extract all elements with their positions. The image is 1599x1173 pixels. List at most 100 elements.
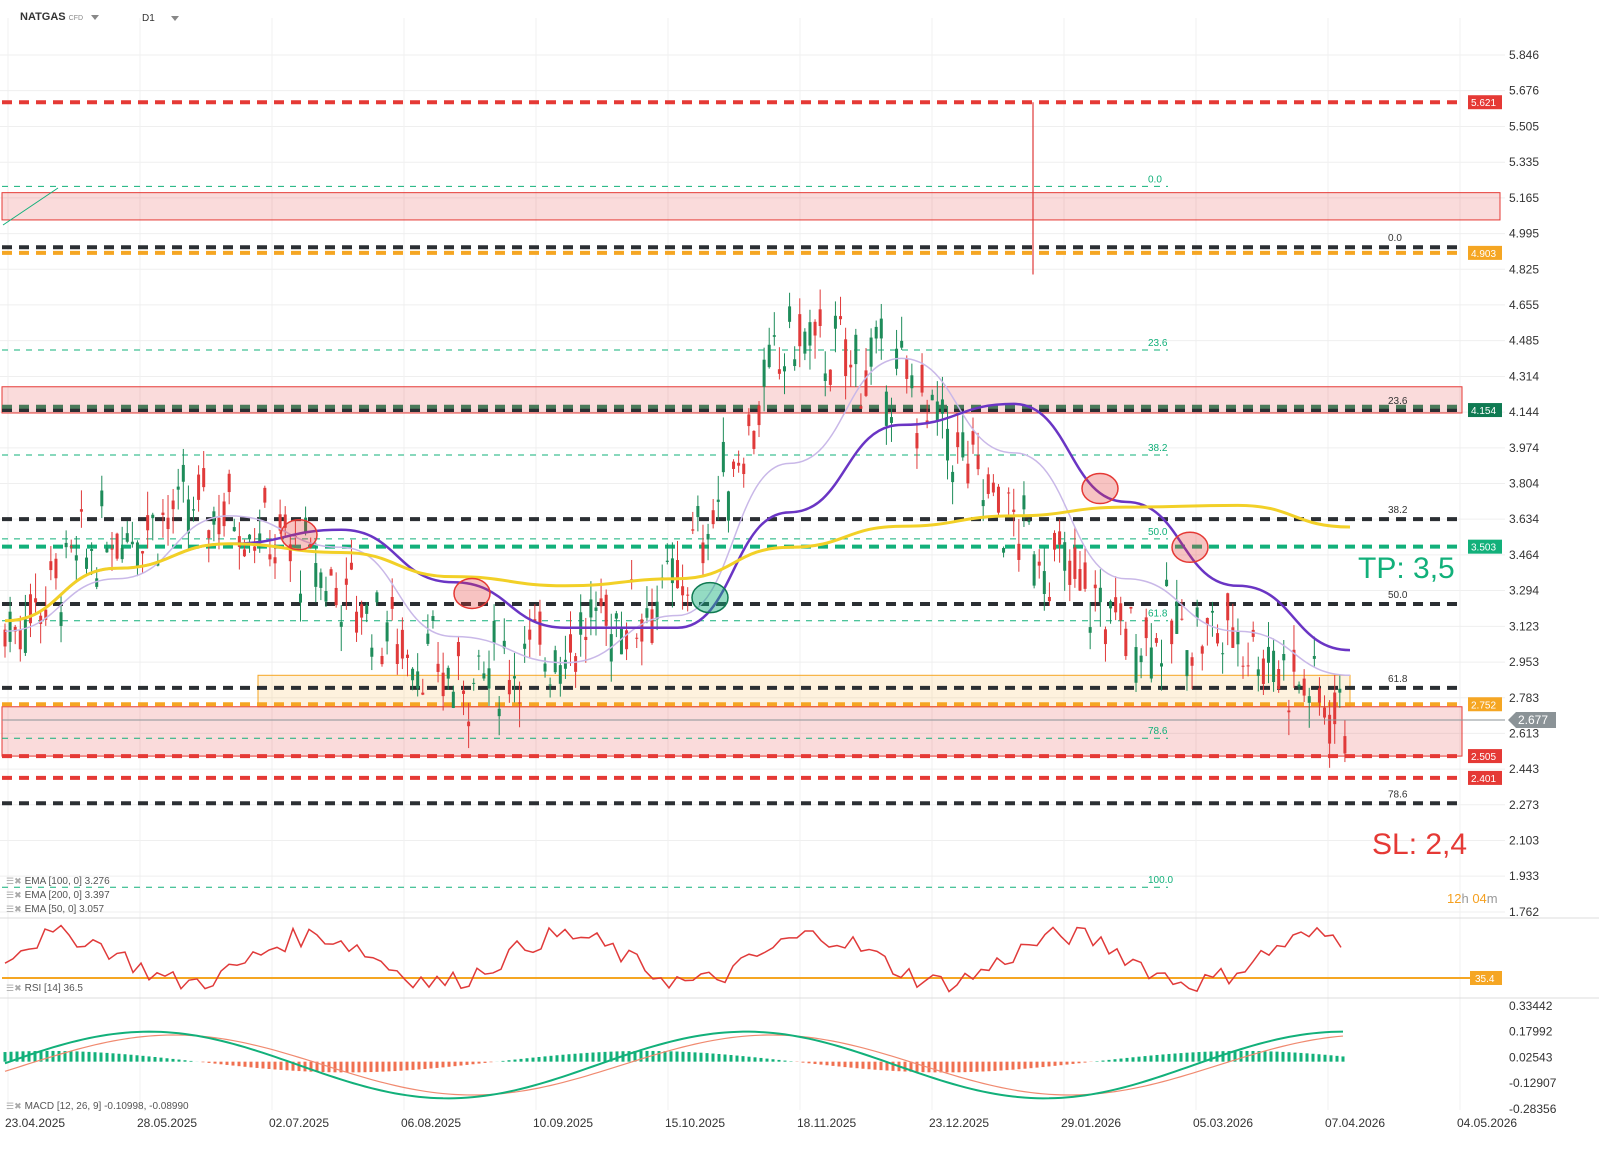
crossover-marker — [280, 518, 318, 551]
svg-text:2.752: 2.752 — [1471, 700, 1496, 711]
price-zone[interactable] — [1, 706, 1463, 757]
price-axis-tick: 2.783 — [1509, 691, 1539, 705]
price-level-tag — [1468, 697, 1502, 712]
fib-label: 0.0 — [1388, 233, 1402, 244]
ema100-legend[interactable]: ☰✖ EMA [100, 0] 3.276 — [6, 876, 110, 887]
macd-axis-tick: -0.12907 — [1509, 1076, 1557, 1090]
date-axis-tick: 04.05.2026 — [1457, 1116, 1517, 1130]
price-axis-tick: 4.995 — [1509, 227, 1539, 241]
price-axis-tick: 3.804 — [1509, 477, 1539, 491]
price-axis-tick: 1.762 — [1509, 905, 1539, 919]
macd-axis-tick: 0.17992 — [1509, 1025, 1553, 1039]
date-axis-tick: 06.08.2025 — [401, 1116, 461, 1130]
macd-axis-tick: 0.02543 — [1509, 1050, 1553, 1064]
rsi-legend[interactable]: ☰✖ RSI [14] 36.5 — [6, 983, 83, 994]
svg-text:5.621: 5.621 — [1471, 98, 1496, 109]
price-zone[interactable] — [1, 192, 1501, 221]
fib-label: 50.0 — [1148, 527, 1168, 538]
fib-label: 50.0 — [1388, 590, 1408, 601]
crossover-marker — [691, 581, 729, 614]
current-price-tag — [1508, 711, 1556, 728]
price-axis-tick: 3.974 — [1509, 441, 1539, 455]
price-level-tag — [1468, 749, 1502, 764]
price-axis-tick: 5.846 — [1509, 48, 1539, 62]
price-axis-tick: 2.953 — [1509, 655, 1539, 669]
price-axis-tick: 4.825 — [1509, 262, 1539, 276]
price-axis-tick: 3.464 — [1509, 548, 1539, 562]
fib-label: 38.2 — [1148, 443, 1168, 454]
svg-text:3.503: 3.503 — [1471, 543, 1496, 554]
price-axis-tick: 1.933 — [1509, 869, 1539, 883]
symbol-type: CFD — [68, 15, 84, 22]
fib-label: 61.8 — [1148, 609, 1168, 620]
svg-text:4.154: 4.154 — [1471, 406, 1496, 417]
chart-toolbar: NATGAS CFD D1 — [0, 0, 1599, 36]
price-axis-tick: 5.676 — [1509, 84, 1539, 98]
price-axis-tick: 2.103 — [1509, 833, 1539, 847]
price-level-tag — [1468, 95, 1502, 110]
price-level-tag — [1468, 539, 1502, 554]
crossover-marker — [1081, 472, 1119, 505]
svg-text:35.4: 35.4 — [1475, 974, 1495, 985]
timeframe-label: D1 — [142, 13, 155, 24]
date-axis-tick: 07.04.2026 — [1325, 1116, 1385, 1130]
candle-countdown: 12h 04m — [1447, 891, 1498, 906]
price-axis-tick: 3.123 — [1509, 619, 1539, 633]
macd-line — [4, 1030, 1344, 1100]
svg-text:4.903: 4.903 — [1471, 249, 1496, 260]
date-axis-tick: 10.09.2025 — [533, 1116, 593, 1130]
date-axis-tick: 28.05.2025 — [137, 1116, 197, 1130]
price-axis-tick: 4.144 — [1509, 405, 1539, 419]
symbol-name: NATGAS — [20, 11, 66, 23]
price-axis-tick: 5.505 — [1509, 120, 1539, 134]
macd-signal-line — [4, 1034, 1344, 1096]
date-axis-tick: 23.04.2025 — [5, 1116, 65, 1130]
settings-icon[interactable]: ☰✖ — [6, 1101, 22, 1111]
fib-label: 23.6 — [1148, 338, 1168, 349]
date-axis-tick: 18.11.2025 — [797, 1116, 856, 1130]
price-axis-tick: 4.314 — [1509, 369, 1539, 383]
date-axis-tick: 05.03.2026 — [1193, 1116, 1253, 1130]
settings-icon[interactable]: ☰✖ — [6, 876, 22, 886]
price-axis-tick: 2.443 — [1509, 762, 1539, 776]
svg-text:2.505: 2.505 — [1471, 752, 1496, 763]
fib-label: 38.2 — [1388, 505, 1408, 516]
price-axis-tick: 2.613 — [1509, 726, 1539, 740]
date-axis-tick: 02.07.2025 — [269, 1116, 329, 1130]
fib-label: 78.6 — [1388, 789, 1408, 800]
macd-axis-tick: -0.28356 — [1509, 1102, 1557, 1116]
settings-icon[interactable]: ☰✖ — [6, 904, 22, 914]
price-axis-tick: 4.485 — [1509, 334, 1539, 348]
settings-icon[interactable]: ☰✖ — [6, 983, 22, 993]
symbol-selector[interactable]: NATGAS CFD — [20, 11, 100, 23]
take-profit-annotation: TP: 3,5 — [1358, 552, 1455, 585]
price-level-tag — [1468, 770, 1502, 785]
settings-icon[interactable]: ☰✖ — [6, 890, 22, 900]
chevron-down-icon — [91, 14, 100, 20]
price-axis-tick: 3.294 — [1509, 584, 1539, 598]
svg-text:2.401: 2.401 — [1471, 774, 1496, 785]
date-axis-tick: 15.10.2025 — [665, 1116, 725, 1130]
price-axis-tick: 4.655 — [1509, 298, 1539, 312]
date-axis-tick: 23.12.2025 — [929, 1116, 989, 1130]
price-axis-tick: 3.634 — [1509, 512, 1539, 526]
fib-label: 78.6 — [1148, 726, 1168, 737]
price-axis-tick: 5.165 — [1509, 191, 1539, 205]
timeframe-selector[interactable]: D1 — [142, 13, 179, 24]
date-axis-tick: 29.01.2026 — [1061, 1116, 1121, 1130]
chevron-down-icon — [170, 15, 179, 21]
fib-label: 0.0 — [1148, 174, 1162, 185]
ema200-legend[interactable]: ☰✖ EMA [200, 0] 3.397 — [6, 890, 110, 901]
ema50-legend[interactable]: ☰✖ EMA [50, 0] 3.057 — [6, 904, 105, 915]
crossover-marker — [1171, 531, 1209, 564]
fib-label: 61.8 — [1388, 674, 1408, 685]
price-level-tag — [1468, 245, 1502, 260]
price-level-tag — [1468, 403, 1502, 418]
macd-axis-tick: 0.33442 — [1509, 999, 1553, 1013]
ema50-line — [4, 357, 1351, 677]
fib-label: 23.6 — [1388, 396, 1408, 407]
svg-text:2.677: 2.677 — [1518, 713, 1548, 727]
price-zone[interactable] — [257, 674, 1351, 708]
macd-legend[interactable]: ☰✖ MACD [12, 26, 9] -0.10998, -0.08990 — [6, 1101, 189, 1112]
